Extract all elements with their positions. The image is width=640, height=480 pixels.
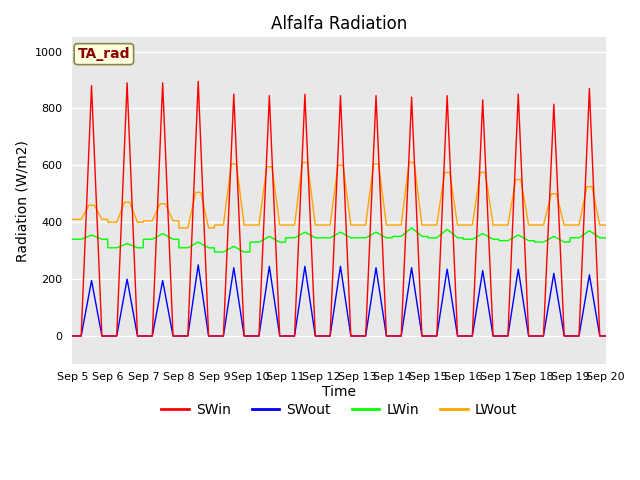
Y-axis label: Radiation (W/m2): Radiation (W/m2)	[15, 140, 29, 262]
Legend: SWin, SWout, LWin, LWout: SWin, SWout, LWin, LWout	[156, 398, 522, 423]
Text: TA_rad: TA_rad	[77, 47, 130, 61]
X-axis label: Time: Time	[322, 385, 356, 399]
Title: Alfalfa Radiation: Alfalfa Radiation	[271, 15, 407, 33]
